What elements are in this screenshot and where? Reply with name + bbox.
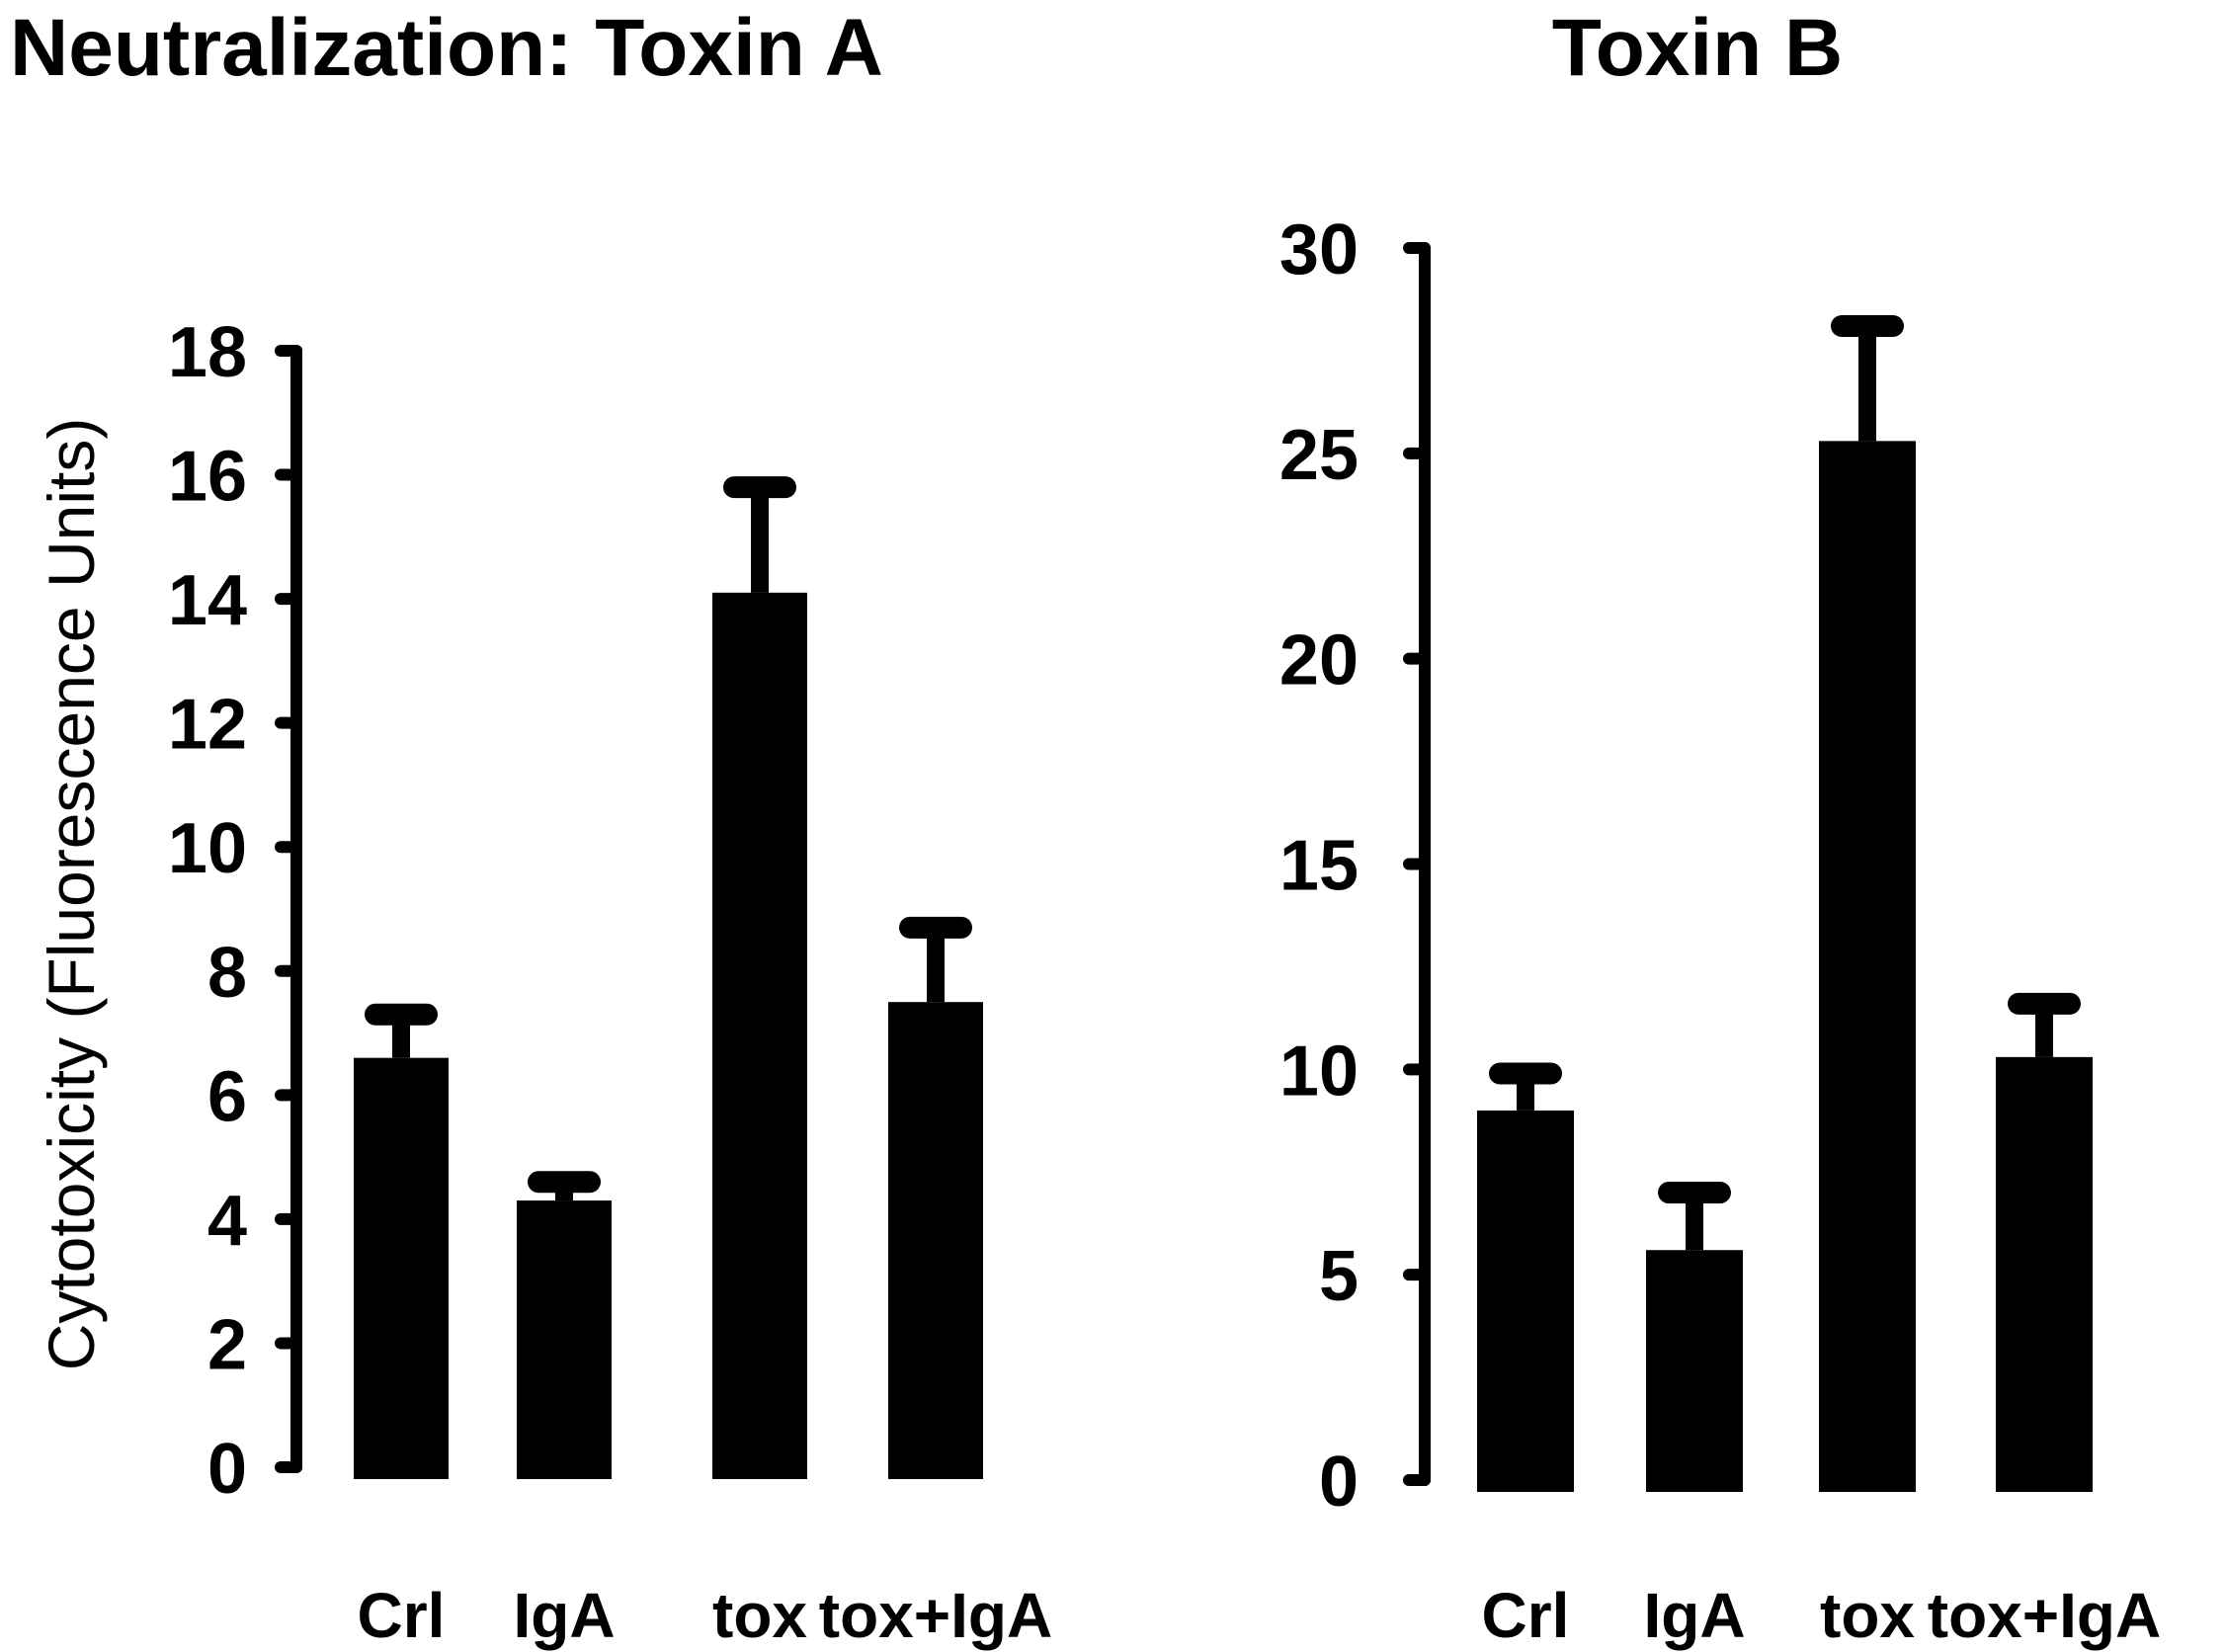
y-tick-label: 30 — [1279, 210, 1359, 289]
x-labels-toxin-b: Crl IgA tox tox+IgA — [1482, 1580, 2162, 1651]
x-category-label: Crl — [358, 1580, 446, 1651]
y-tick-label: 10 — [1279, 1032, 1359, 1111]
chart-title-toxin-a: Neutralization: Toxin A — [10, 3, 883, 93]
bar-tox — [712, 592, 807, 1479]
y-tick-label: 16 — [168, 438, 247, 517]
bar-tox-plus-iga — [888, 1002, 983, 1479]
y-tick-label: 5 — [1319, 1237, 1359, 1316]
y-tick-label: 12 — [168, 686, 247, 765]
chart-title-toxin-b: Toxin B — [1552, 3, 1844, 93]
y-axis-toxin-b: 0 5 10 15 20 25 30 — [1279, 210, 1431, 1522]
x-category-label: tox — [712, 1580, 807, 1651]
x-category-label: Crl — [1482, 1580, 1570, 1651]
x-category-label: IgA — [1643, 1580, 1745, 1651]
y-tick-label: 10 — [168, 809, 247, 888]
y-tick-label: 4 — [207, 1182, 247, 1261]
y-tick-label: 18 — [168, 313, 247, 392]
y-tick-label: 6 — [207, 1057, 247, 1136]
y-tick-label: 25 — [1279, 416, 1359, 495]
y-tick-label: 0 — [1319, 1443, 1359, 1522]
bars-toxin-b — [1477, 314, 2093, 1493]
y-tick-label: 8 — [207, 934, 247, 1013]
bars-toxin-a — [354, 476, 983, 1479]
y-tick-label: 2 — [207, 1305, 247, 1384]
bar-crl — [1477, 1110, 1574, 1492]
x-category-label: tox+IgA — [819, 1580, 1052, 1651]
x-category-label: IgA — [513, 1580, 615, 1651]
x-category-label: tox — [1820, 1580, 1915, 1651]
x-labels-toxin-a: Crl IgA tox tox+IgA — [358, 1580, 1053, 1651]
y-tick-label: 0 — [207, 1430, 247, 1509]
panel-toxin-b: Toxin B 0 5 10 15 20 25 30 Crl IgA tox tox+IgA — [1279, 3, 2161, 1651]
y-tick-label: 15 — [1279, 827, 1359, 906]
bar-iga — [1646, 1250, 1743, 1492]
y-tick-label: 20 — [1279, 621, 1359, 701]
y-axis-label: Cytotoxicity (Fluorescence Units) — [35, 418, 108, 1371]
bar-iga — [517, 1200, 612, 1479]
bar-tox — [1819, 441, 1916, 1493]
panel-toxin-a: Neutralization: Toxin A Cytotoxicity (Fl… — [10, 3, 1052, 1651]
y-axis-toxin-a: 0 2 4 6 8 10 12 14 16 18 — [168, 313, 302, 1509]
y-tick-label: 14 — [168, 561, 247, 640]
bar-crl — [354, 1057, 449, 1479]
bar-tox-plus-iga — [1996, 1056, 2093, 1492]
x-category-label: tox+IgA — [1928, 1580, 2161, 1651]
